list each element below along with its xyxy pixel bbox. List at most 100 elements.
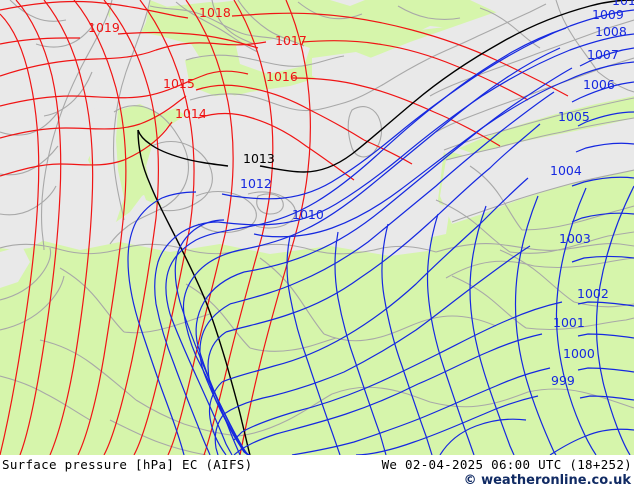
border-e-b <box>525 317 634 331</box>
isobar-blue-x6 <box>514 195 557 455</box>
border-sw-c <box>39 339 137 401</box>
isobar-blue-1007c <box>197 345 249 455</box>
isobar-blue-1005c <box>219 407 249 455</box>
border-n-e <box>297 1 363 20</box>
coast-centre-b <box>339 57 431 105</box>
border-c-e <box>249 337 337 352</box>
isobar-label: 10171017 <box>275 33 307 48</box>
isobar-blue-low1 <box>549 428 634 455</box>
border-ne-e <box>469 165 523 231</box>
isobar-label-text: 1005 <box>558 109 590 124</box>
isobar-blue-1012b <box>127 191 197 261</box>
border-n-d <box>397 5 461 21</box>
isobar-label: 10001000 <box>563 346 595 361</box>
border-n-b <box>597 71 634 93</box>
border-n-a <box>555 0 599 73</box>
isobar-label: 10051005 <box>558 109 590 124</box>
isobar-blue-x1 <box>286 235 341 455</box>
isobar-label: 10021002 <box>577 286 609 301</box>
isobar-label-text: 1007 <box>587 47 619 62</box>
border-s-e <box>527 388 634 409</box>
isobar-blue-1011b <box>154 221 219 305</box>
isobar-label-text: 1010 <box>612 0 634 8</box>
isobar-red-1015b <box>195 84 365 141</box>
isobars-blue-layer <box>127 9 634 455</box>
coast-baltic-south <box>435 57 634 133</box>
isobar-red-1015a <box>0 95 187 139</box>
isobar-label: 10101010 <box>612 0 634 8</box>
isobar-red-1019 <box>0 31 259 49</box>
isobar-label-text: 1014 <box>175 106 207 121</box>
sea-baltic <box>430 44 634 154</box>
isobar-label: 10181018 <box>199 5 231 20</box>
isobar-red-9 <box>239 0 311 455</box>
isobar-red-6 <box>133 0 195 455</box>
isobar-blue-x7 <box>555 187 597 455</box>
isobar-label: 10151015 <box>163 76 195 91</box>
map-canvas: 10191019 10181018 10171017 10161016 10151015… <box>0 0 634 455</box>
border-ne-d <box>509 231 634 254</box>
border-n-f <box>211 0 255 45</box>
border-e-c <box>499 249 575 303</box>
isobar-label: 10191019 <box>88 20 120 35</box>
isobar-red-7 <box>167 0 234 455</box>
isobar-blue-1007a <box>243 67 634 273</box>
isobar-red-3 <box>43 0 94 455</box>
coast-north-c <box>237 0 305 47</box>
isobar-label: 10091009 <box>592 7 624 22</box>
isobar-label-text: 1002 <box>577 286 609 301</box>
coast-south-shore-east <box>435 242 634 253</box>
isobar-blue-1006a <box>229 91 634 305</box>
isobar-label: 10131013 <box>243 151 275 166</box>
isobar-blue-999a <box>355 395 634 455</box>
isobar-label: 10141014 <box>175 106 207 121</box>
isobar-blue-1005b <box>207 331 227 409</box>
coast-atlantic-west <box>40 0 113 251</box>
border-e-d <box>573 301 634 308</box>
border-c-d <box>185 283 251 349</box>
sea-baltic-lower <box>440 118 634 224</box>
isobar-label-text: 1012 <box>240 176 272 191</box>
border-c-c <box>409 315 497 327</box>
isobar-label: 999999 <box>551 373 575 388</box>
coast-nw-c <box>43 71 93 117</box>
coastline-layer <box>0 0 634 455</box>
isobar-red-1016b <box>291 77 501 147</box>
coast-east-lower <box>451 169 634 223</box>
isobar-label-text: 1016 <box>266 69 298 84</box>
border-s-b <box>237 393 333 437</box>
isobar-blue-1003a <box>223 245 634 415</box>
isobar-blue-1011a <box>217 33 634 226</box>
isobar-label-text: 1006 <box>583 77 615 92</box>
isobar-blue-1007b <box>195 271 245 347</box>
isobar-blue-1000a <box>291 367 634 455</box>
isobar-blue-1012c <box>127 259 185 455</box>
isobar-blue-x8 <box>595 185 634 455</box>
footer-valid-time: We 02-04-2025 06:00 UTC (18+252) <box>381 457 632 472</box>
coast-ne-shore <box>429 3 547 59</box>
isobar-red-1018b <box>411 29 569 97</box>
coast-east-shore <box>445 117 634 161</box>
isobars-red-layer <box>0 0 569 455</box>
coast-island-tiny <box>256 193 284 215</box>
border-w-a <box>59 267 125 333</box>
isobar-label-text: 1010 <box>292 207 324 222</box>
border-ne-b <box>533 257 634 269</box>
sea-inlets-layer <box>0 0 634 288</box>
isobar-label-text: 1004 <box>550 163 582 178</box>
coast-nw-e <box>0 145 59 176</box>
isobar-red-4 <box>73 0 127 455</box>
isobar-label: 10101010 <box>292 207 324 222</box>
isobar-red-5 <box>103 0 160 455</box>
surface-pressure-map[interactable]: 10191019 10181018 10171017 10161016 10151015… <box>0 0 634 455</box>
border-w-c <box>0 375 91 421</box>
isobar-label: 10161016 <box>266 69 298 84</box>
isobar-blue-1008a <box>239 47 634 251</box>
isobar-blue-1012a <box>221 9 634 200</box>
isobar-label-text: 1017 <box>275 33 307 48</box>
isobar-red-1018 <box>0 0 413 31</box>
isobar-red-1015c <box>363 139 413 165</box>
border-c-a <box>259 257 325 335</box>
isobar-blue-x3 <box>381 223 433 455</box>
isobar-label: 10061006 <box>583 77 615 92</box>
